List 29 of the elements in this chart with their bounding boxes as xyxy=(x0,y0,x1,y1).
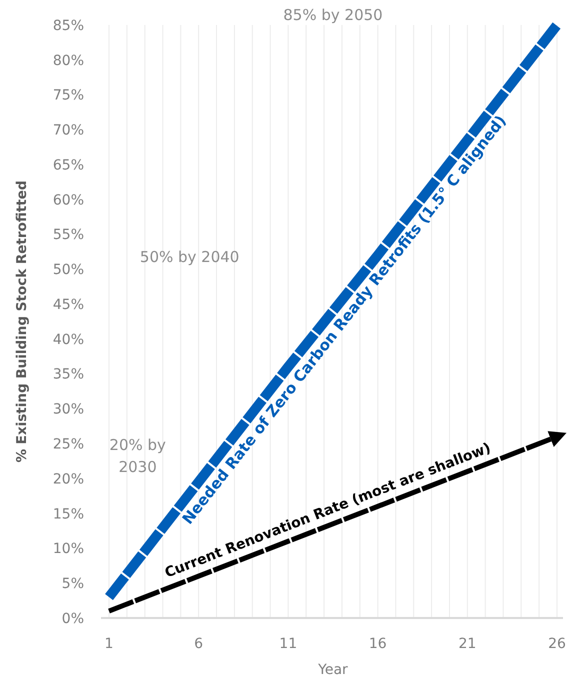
y-axis-title: % Existing Building Stock Retrofitted xyxy=(14,180,30,463)
y-tick-label: 40% xyxy=(52,332,84,348)
y-tick-label: 50% xyxy=(52,262,84,278)
y-tick-label: 15% xyxy=(52,506,84,522)
y-tick-label: 20% xyxy=(52,471,84,488)
text: 85% by 2050 xyxy=(283,6,383,24)
y-tick-label: 5% xyxy=(62,576,84,592)
y-tick-label: 75% xyxy=(52,88,84,104)
y-tick-label: 60% xyxy=(52,192,84,208)
y-tick-label: 85% xyxy=(52,18,84,34)
y-tick-label: 65% xyxy=(52,157,84,174)
annotation: 20% by 2030 xyxy=(109,436,166,476)
x-tick-label: 26 xyxy=(548,636,566,652)
y-tick-label: 0% xyxy=(62,610,84,627)
y-tick-label: 70% xyxy=(52,122,84,139)
x-tick-label: 6 xyxy=(194,636,204,652)
y-tick-label: 80% xyxy=(52,52,84,69)
y-tick-label: 25% xyxy=(52,436,84,452)
y-tick-label: 35% xyxy=(52,366,84,383)
x-tick-label: 1 xyxy=(104,636,114,652)
x-tick-label: 11 xyxy=(279,636,298,652)
y-tick-label: 30% xyxy=(52,402,84,418)
x-tick-label: 21 xyxy=(458,636,476,652)
y-tick-label: 45% xyxy=(52,296,84,313)
annotation: 50% by 2040 xyxy=(140,248,240,266)
y-tick-label: 10% xyxy=(52,541,84,558)
y-tick-label: 55% xyxy=(52,227,84,244)
x-tick-label: 16 xyxy=(368,636,387,652)
x-axis-title: Year xyxy=(317,662,348,678)
